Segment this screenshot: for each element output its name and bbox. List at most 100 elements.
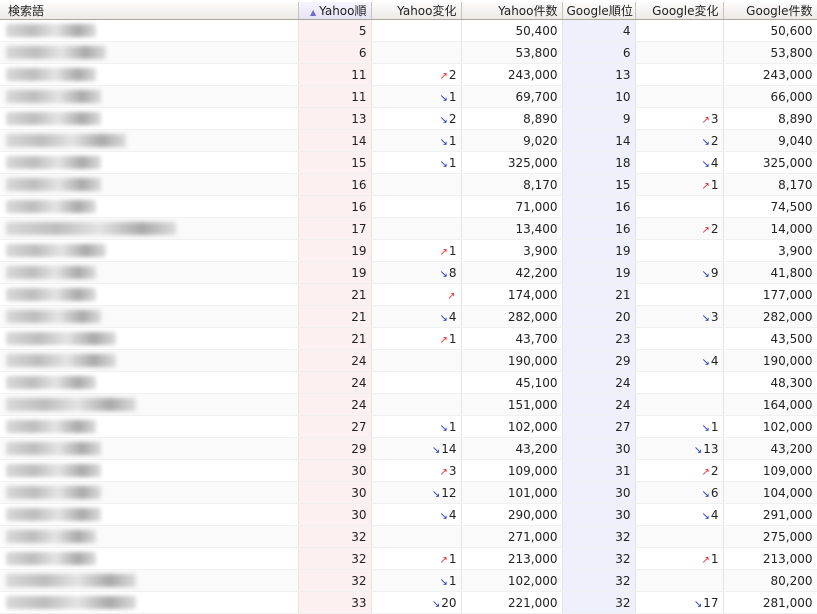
change-value: 3 [448, 463, 457, 478]
table-row[interactable]: 32 271,000 32 275,000 [0, 525, 817, 548]
table-row[interactable]: 21 ↗1 43,700 23 43,500 [0, 327, 817, 350]
change-value: 2 [448, 111, 457, 126]
sort-ascending-icon: ▲ [310, 8, 317, 17]
yahoo-change-cell: ↗2 [371, 63, 462, 86]
yahoo-change-cell: ↘14 [371, 437, 462, 460]
keyword-cell [0, 217, 299, 240]
table-row[interactable]: 6 53,800 6 53,800 [0, 41, 817, 64]
table-row[interactable]: 17 13,400 16 ↗2 14,000 [0, 217, 817, 240]
keyword-cell [0, 305, 299, 328]
google-rank-cell: 6 [562, 41, 636, 64]
arrow-down-icon: ↘ [439, 136, 448, 148]
yahoo-count-cell: 102,000 [461, 415, 563, 438]
table-row[interactable]: 24 45,100 24 48,300 [0, 371, 817, 394]
yahoo-rank-cell: 32 [298, 547, 372, 570]
keyword-cell [0, 195, 299, 218]
yahoo-count-cell: 71,000 [461, 195, 563, 218]
yahoo-rank-cell: 29 [298, 437, 372, 460]
change-value: 2 [710, 221, 719, 236]
keyword-cell [0, 63, 299, 86]
blurred-keyword [6, 552, 96, 565]
google-rank-cell: 32 [562, 547, 636, 570]
header-yahoo-rank[interactable]: ▲ Yahoo順 [298, 2, 372, 20]
arrow-down-icon: ↘ [431, 444, 441, 456]
yahoo-change-cell [371, 371, 462, 394]
header-google-count[interactable]: Google件数 [723, 2, 817, 20]
google-count-cell: 291,000 [723, 503, 817, 526]
table-row[interactable]: 19 ↘8 42,200 19 ↘9 41,800 [0, 261, 817, 284]
google-change-cell [635, 283, 724, 306]
google-count-cell: 41,800 [723, 261, 817, 284]
table-row[interactable]: 27 ↘1 102,000 27 ↘1 102,000 [0, 415, 817, 438]
table-row[interactable]: 16 71,000 16 74,500 [0, 195, 817, 218]
arrow-down-icon: ↘ [439, 92, 448, 104]
google-count-cell: 104,000 [723, 481, 817, 504]
table-row[interactable]: 21 ↗ 174,000 21 177,000 [0, 283, 817, 306]
yahoo-count-cell: 221,000 [461, 591, 563, 614]
header-yahoo-change[interactable]: Yahoo変化 [371, 2, 462, 20]
google-count-cell: 281,000 [723, 591, 817, 614]
header-google-rank[interactable]: Google順位 [562, 2, 636, 20]
keyword-cell [0, 415, 299, 438]
blurred-keyword [6, 398, 136, 411]
blurred-keyword [6, 46, 106, 59]
table-row[interactable]: 30 ↘4 290,000 30 ↘4 291,000 [0, 503, 817, 526]
yahoo-change-cell: ↘8 [371, 261, 462, 284]
google-rank-cell: 30 [562, 437, 636, 460]
arrow-down-icon: ↘ [439, 510, 448, 522]
header-google-change[interactable]: Google変化 [635, 2, 724, 20]
change-value: 1 [710, 419, 719, 434]
blurred-keyword [6, 68, 96, 81]
yahoo-rank-cell: 19 [298, 261, 372, 284]
table-row[interactable]: 13 ↘2 8,890 9 ↗3 8,890 [0, 107, 817, 130]
table-row[interactable]: 30 ↗3 109,000 31 ↗2 109,000 [0, 459, 817, 482]
table-row[interactable]: 19 ↗1 3,900 19 3,900 [0, 239, 817, 262]
table-row[interactable]: 14 ↘1 9,020 14 ↘2 9,040 [0, 129, 817, 152]
table-row[interactable]: 15 ↘1 325,000 18 ↘4 325,000 [0, 151, 817, 174]
arrow-down-icon: ↘ [439, 158, 448, 170]
change-value: 1 [448, 243, 457, 258]
table-row[interactable]: 21 ↘4 282,000 20 ↘3 282,000 [0, 305, 817, 328]
yahoo-count-cell: 101,000 [461, 481, 563, 504]
google-count-cell: 109,000 [723, 459, 817, 482]
keyword-cell [0, 437, 299, 460]
change-value: 4 [710, 353, 719, 368]
table-row[interactable]: 5 50,400 4 50,600 [0, 19, 817, 42]
table-row[interactable]: 11 ↘1 69,700 10 66,000 [0, 85, 817, 108]
header-yahoo-count[interactable]: Yahoo件数 [461, 2, 563, 20]
google-change-cell [635, 195, 724, 218]
blurred-keyword [6, 530, 96, 543]
blurred-keyword [6, 134, 126, 147]
table-row[interactable]: 33 ↘20 221,000 32 ↘17 281,000 [0, 591, 817, 614]
blurred-keyword [6, 596, 136, 609]
google-rank-cell: 32 [562, 569, 636, 592]
yahoo-rank-cell: 21 [298, 327, 372, 350]
table-row[interactable]: 30 ↘12 101,000 30 ↘6 104,000 [0, 481, 817, 504]
google-rank-cell: 21 [562, 283, 636, 306]
google-rank-cell: 15 [562, 173, 636, 196]
table-row[interactable]: 11 ↗2 243,000 13 243,000 [0, 63, 817, 86]
change-value: 1 [710, 177, 719, 192]
keyword-cell [0, 41, 299, 64]
table-row[interactable]: 16 8,170 15 ↗1 8,170 [0, 173, 817, 196]
google-count-cell: 325,000 [723, 151, 817, 174]
yahoo-change-cell: ↘20 [371, 591, 462, 614]
blurred-keyword [6, 420, 96, 433]
yahoo-rank-cell: 6 [298, 41, 372, 64]
keyword-cell [0, 591, 299, 614]
google-count-cell: 3,900 [723, 239, 817, 262]
change-value: 1 [448, 155, 457, 170]
header-keyword[interactable]: 検索語 [0, 2, 299, 20]
keyword-cell [0, 261, 299, 284]
keyword-cell [0, 283, 299, 306]
table-row[interactable]: 32 ↗1 213,000 32 ↗1 213,000 [0, 547, 817, 570]
table-row[interactable]: 29 ↘14 43,200 30 ↘13 43,200 [0, 437, 817, 460]
google-count-cell: 102,000 [723, 415, 817, 438]
google-change-cell [635, 19, 724, 42]
table-row[interactable]: 32 ↘1 102,000 32 80,200 [0, 569, 817, 592]
table-row[interactable]: 24 151,000 24 164,000 [0, 393, 817, 416]
google-count-cell: 275,000 [723, 525, 817, 548]
keyword-cell [0, 481, 299, 504]
google-rank-cell: 9 [562, 107, 636, 130]
table-row[interactable]: 24 190,000 29 ↘4 190,000 [0, 349, 817, 372]
